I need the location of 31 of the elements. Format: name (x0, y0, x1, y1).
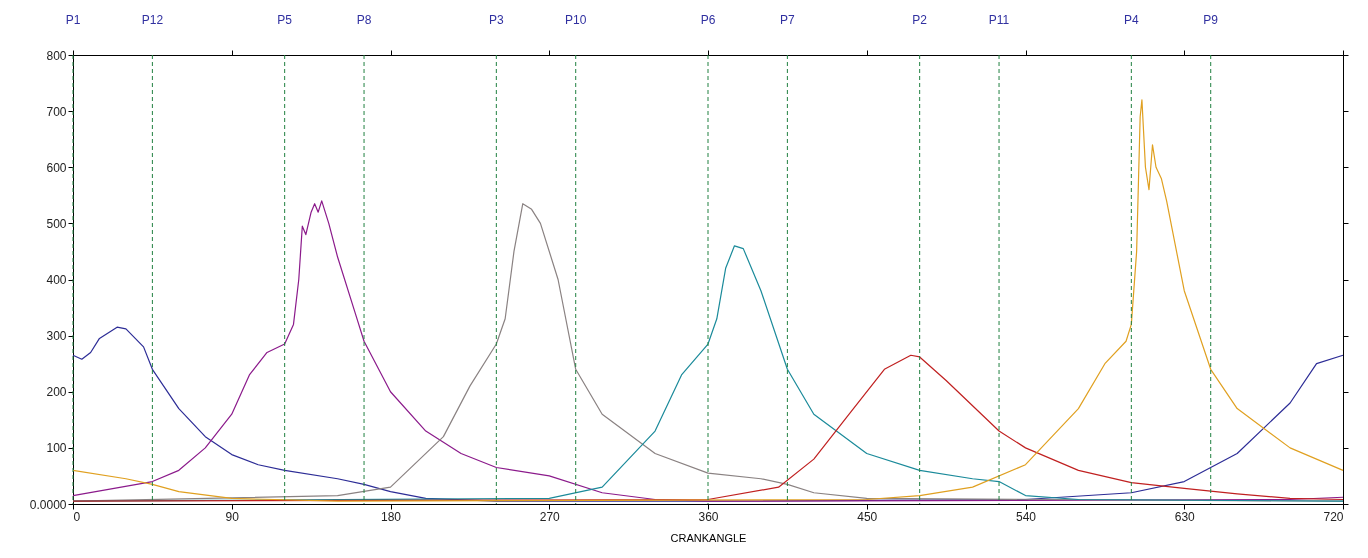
ref-line-label: P6 (700, 13, 716, 27)
ref-line-label: P3 (488, 13, 504, 27)
ref-line-label: P2 (912, 13, 928, 27)
x-tick-label: 360 (698, 509, 719, 524)
x-tick-label: 270 (539, 509, 561, 524)
ref-line-label: P5 (277, 13, 293, 27)
y-tick-label: 200 (46, 385, 67, 400)
x-tick-label: 630 (1174, 509, 1196, 524)
ref-line-label: P1 (65, 13, 81, 27)
ref-line-label: P8 (356, 13, 372, 27)
x-tick-label: 180 (380, 509, 402, 524)
x-tick-label: 450 (857, 509, 878, 524)
ref-line-label: P7 (780, 13, 796, 27)
y-tick-label: 600 (46, 160, 67, 175)
ref-line-label: P11 (988, 13, 1010, 27)
y-tick-label: 300 (46, 329, 67, 344)
y-tick-label: 500 (46, 216, 67, 231)
ref-line-label: P9 (1203, 13, 1219, 27)
x-axis-title: CRANKANGLE (670, 531, 747, 544)
y-tick-label: 400 (46, 273, 67, 287)
ref-line-label: P12 (141, 13, 164, 27)
x-tick-label: 90 (225, 509, 240, 524)
y-tick-label: 700 (46, 104, 67, 119)
x-tick-label: 720 (1323, 509, 1344, 524)
x-tick-label: 540 (1015, 509, 1037, 524)
x-tick-label: 0 (73, 509, 81, 524)
ref-line-label: P4 (1123, 13, 1139, 27)
y-tick-label: 100 (46, 441, 67, 456)
ref-line-label: P10 (565, 13, 587, 27)
y-tick-label: 800 (46, 48, 67, 63)
y-tick-label: 0.0000 (29, 497, 67, 512)
